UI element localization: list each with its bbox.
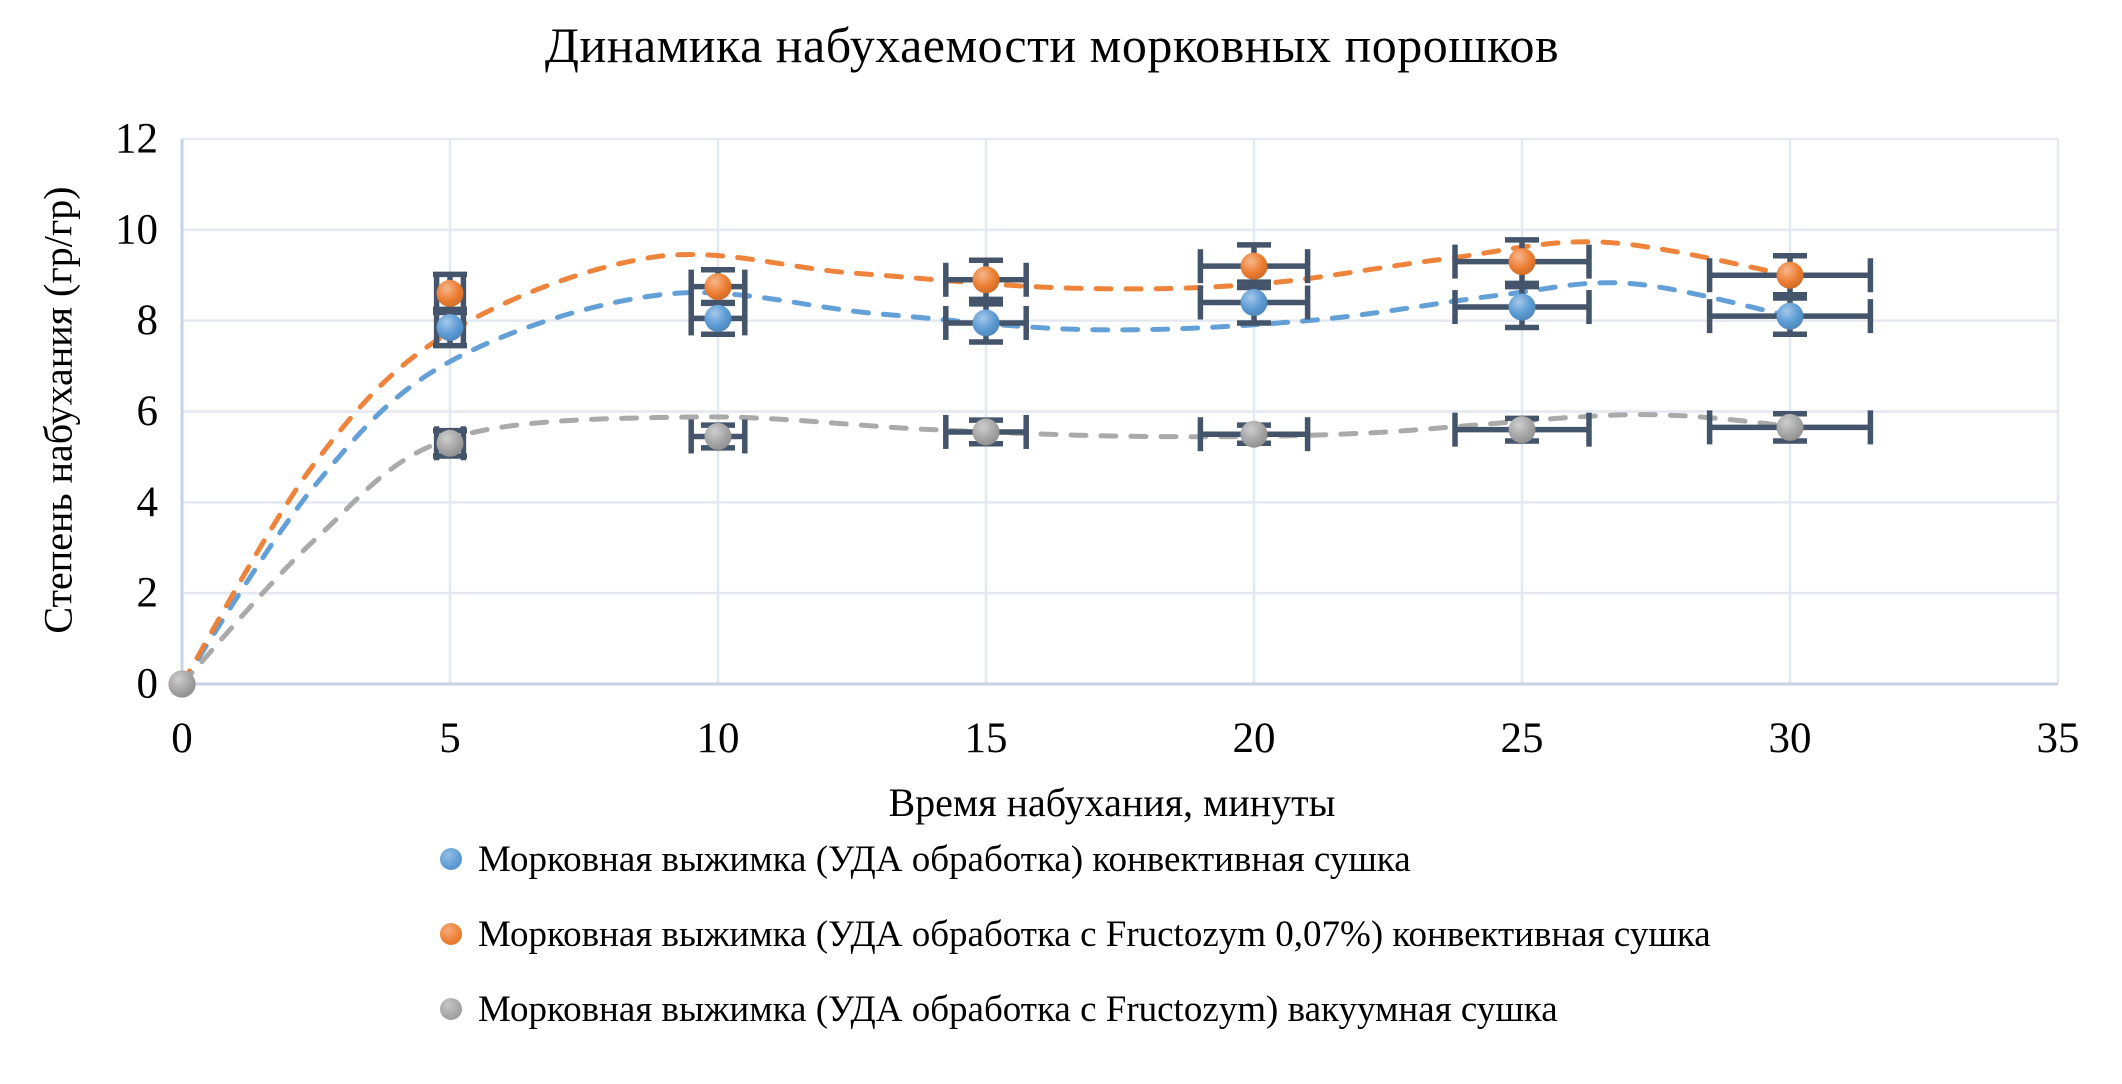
trend-line bbox=[179, 239, 1793, 687]
x-tick-label: 5 bbox=[439, 715, 461, 762]
x-tick-label: 15 bbox=[965, 715, 1008, 762]
data-point bbox=[436, 313, 464, 341]
legend-label: Морковная выжимка (УДА обработка) конвек… bbox=[478, 838, 1411, 880]
data-point bbox=[704, 422, 732, 450]
y-tick-label: 10 bbox=[115, 206, 158, 253]
data-point bbox=[1508, 416, 1536, 444]
y-tick-label: 6 bbox=[137, 388, 159, 435]
x-tick-label: 20 bbox=[1233, 715, 1276, 762]
data-point bbox=[704, 304, 732, 332]
x-tick-label: 25 bbox=[1501, 715, 1544, 762]
y-tick-label: 12 bbox=[115, 116, 158, 163]
legend-label: Морковная выжимка (УДА обработка с Fruct… bbox=[478, 988, 1558, 1030]
trend-line bbox=[179, 280, 1793, 687]
data-point bbox=[1776, 261, 1804, 289]
data-point bbox=[1776, 302, 1804, 330]
data-point bbox=[704, 273, 732, 301]
data-point bbox=[1240, 252, 1268, 280]
y-axis-title: Степень набухания (гр/гр) bbox=[35, 186, 81, 634]
legend-item: Морковная выжимка (УДА обработка) конвек… bbox=[440, 836, 1711, 882]
legend-marker-icon bbox=[440, 848, 462, 870]
x-tick-label: 10 bbox=[697, 715, 740, 762]
y-tick-label: 8 bbox=[137, 297, 159, 344]
legend: Морковная выжимка (УДА обработка) конвек… bbox=[440, 836, 1711, 1061]
data-point bbox=[972, 309, 1000, 337]
data-point bbox=[168, 670, 196, 698]
x-tick-label: 30 bbox=[1769, 715, 1812, 762]
legend-marker-icon bbox=[440, 998, 462, 1020]
data-point bbox=[1240, 420, 1268, 448]
legend-item: Морковная выжимка (УДА обработка с Fruct… bbox=[440, 986, 1711, 1032]
x-axis-title: Время набухания, минуты bbox=[888, 780, 1336, 825]
data-point bbox=[972, 418, 1000, 446]
x-tick-label: 35 bbox=[2037, 715, 2080, 762]
data-point bbox=[436, 429, 464, 457]
data-point bbox=[1508, 248, 1536, 276]
data-point bbox=[1508, 293, 1536, 321]
y-tick-label: 2 bbox=[137, 570, 159, 617]
data-point bbox=[1240, 289, 1268, 316]
legend-item: Морковная выжимка (УДА обработка с Fruct… bbox=[440, 911, 1711, 957]
data-point bbox=[972, 266, 1000, 294]
y-tick-label: 4 bbox=[137, 479, 159, 526]
data-point bbox=[1776, 413, 1804, 441]
legend-marker-icon bbox=[440, 923, 462, 945]
chart-title: Динамика набухаемости морковных порошков bbox=[544, 17, 1560, 73]
data-point bbox=[436, 279, 464, 307]
legend-label: Морковная выжимка (УДА обработка с Fruct… bbox=[478, 913, 1711, 955]
y-tick-label: 0 bbox=[137, 661, 159, 708]
x-tick-label: 0 bbox=[171, 715, 193, 762]
